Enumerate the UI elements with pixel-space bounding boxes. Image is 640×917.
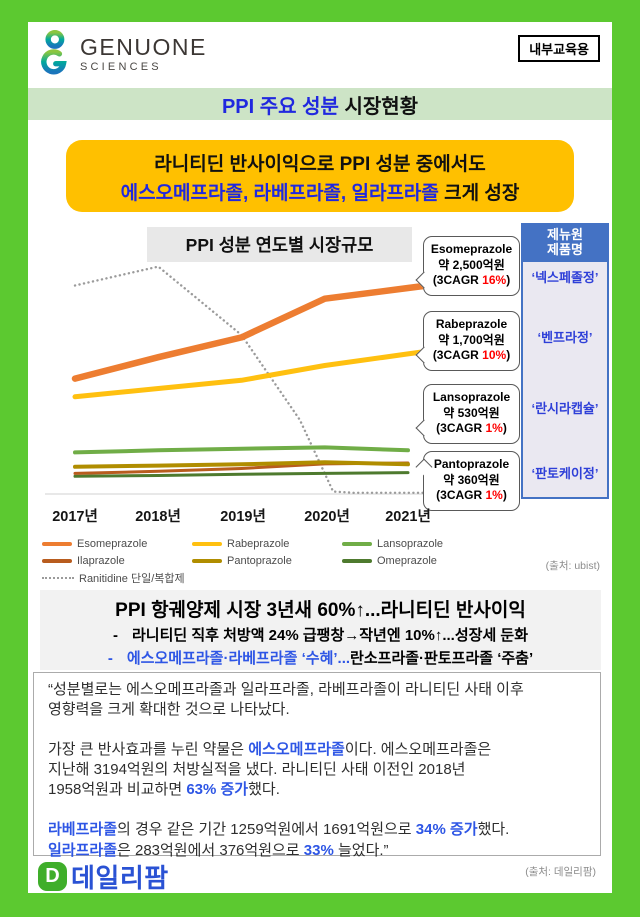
banner-line1: 라니티딘 반사이익으로 PPI 성분 중에서도 — [154, 154, 486, 175]
legend-label: Rabeprazole — [227, 538, 290, 550]
x-axis-label-2018: 2018년 — [135, 509, 181, 525]
callout-esomeprazole: Esomeprazole 약 2,500억원 (3CAGR 16%) — [415, 236, 520, 296]
article-paragraph-3: 라베프라졸의 경우 같은 기간 1259억원에서 1691억원으로 34% 증가… — [48, 821, 510, 859]
article-paragraph-2: 가장 큰 반사효과를 누린 약물은 에스오메프라졸이다. 에스오메프라졸은 지난… — [48, 741, 492, 799]
dailypharm-logo-text: 데일리팜 — [71, 863, 169, 893]
headline-bullet-2: - 에스오메프라졸·라베프라졸 ‘수혜’...란소프라졸·판토프라졸 ‘주춤’ — [107, 650, 534, 667]
x-axis-label-2021: 2021년 — [385, 509, 431, 525]
series-line-Ranitidine 단일/복합제 — [73, 265, 455, 494]
legend-item-ilaprazole: Ilaprazole — [42, 554, 125, 568]
headline-title: PPI 항궤양제 시장 3년새 60%↑...라니티딘 반사이익 — [115, 600, 526, 621]
legend-swatch-icon — [42, 542, 72, 546]
legend-swatch-icon — [42, 559, 72, 563]
series-line-Omeprazole — [73, 471, 410, 478]
legend-swatch-icon — [42, 577, 74, 579]
genuone-logo-text: GENUONE — [80, 34, 207, 60]
internal-use-badge: 내부교육용 — [518, 35, 600, 62]
legend-swatch-icon — [192, 542, 222, 546]
genuone-logo-mark-icon — [36, 28, 72, 81]
market-chart-svg — [45, 265, 462, 495]
legend-item-pantoprazole: Pantoprazole — [192, 554, 292, 568]
callout-pantoprazole: Pantoprazole 약 360억원 (3CAGR 1%) — [415, 451, 520, 511]
callout-lansoprazole: Lansoprazole 약 530억원 (3CAGR 1%) — [415, 384, 520, 444]
article-paragraph-1: “성분별로는 에스오메프라졸과 일라프라졸, 라베프라졸이 라니티딘 사태 이후… — [48, 681, 524, 719]
genuone-logo: GENUONE SCIENCES — [36, 28, 207, 81]
article-quote-box: “성분별로는 에스오메프라졸과 일라프라졸, 라베프라졸이 라니티딘 사태 이후… — [33, 672, 601, 859]
legend-item-lansoprazole: Lansoprazole — [342, 537, 443, 551]
legend-label: Omeprazole — [377, 555, 437, 567]
page-title-rest: 시장현황 — [338, 95, 419, 118]
series-line-Pantoprazole — [73, 460, 410, 469]
legend-swatch-icon — [192, 559, 222, 563]
banner-line2: 에스오메프라졸, 라베프라졸, 일라프라졸 크게 성장 — [120, 182, 520, 204]
headline-bullet-1: - 라니티딘 직후 처방액 24% 급팽창→작년엔 10%↑...성장세 둔화 — [112, 627, 529, 644]
key-message-banner: 라니티딘 반사이익으로 PPI 성분 중에서도 에스오메프라졸, 라베프라졸, … — [66, 140, 574, 212]
product-item-benpra: ‘벤프라정’ — [537, 330, 593, 345]
genuone-logo-subtext: SCIENCES — [80, 61, 162, 73]
series-line-Rabeprazole — [72, 346, 445, 400]
x-axis-label-2020: 2020년 — [304, 509, 350, 525]
chart-legend: Esomeprazole Rabeprazole Lansoprazole Ilapr… — [28, 535, 498, 593]
legend-swatch-icon — [342, 559, 372, 563]
product-panel: 제뉴원 제품명 ‘넥스페졸정’ ‘벤프라정’ ‘란시라캡슐’ ‘판토케이정’ — [521, 223, 609, 499]
legend-item-esomeprazole: Esomeprazole — [42, 537, 147, 551]
page-title-highlight: PPI 주요 성분 — [221, 95, 339, 118]
series-line-Esomeprazole — [71, 280, 446, 382]
dailypharm-logo-mark-icon: D — [38, 862, 67, 891]
x-axis-label-2019: 2019년 — [220, 509, 266, 525]
chart-title: PPI 성분 연도별 시장규모 — [147, 227, 412, 262]
page-title: PPI 주요 성분 시장현황 — [28, 88, 612, 120]
legend-label: Lansoprazole — [377, 538, 444, 550]
legend-item-ranitidine: Ranitidine 단일/복합제 — [42, 571, 185, 585]
legend-label: Esomeprazole — [77, 538, 148, 550]
legend-label: Ranitidine 단일/복합제 — [79, 573, 185, 585]
article-source: (출처: 데일리팜) — [525, 866, 596, 878]
series-line-Lansoprazole — [73, 445, 410, 455]
chart-source: (출처: ubist) — [545, 560, 600, 572]
legend-item-omeprazole: Omeprazole — [342, 554, 437, 568]
product-item-nexpezol: ‘넥스페졸정’ — [531, 270, 599, 285]
callout-rabeprazole: Rabeprazole 약 1,700억원 (3CAGR 10%) — [415, 311, 520, 371]
product-item-pantokay: ‘판토케이정’ — [531, 466, 599, 481]
headline-box: PPI 항궤양제 시장 3년새 60%↑...라니티딘 반사이익 - 라니티딘 직… — [40, 590, 601, 670]
x-axis-label-2017: 2017년 — [52, 509, 98, 525]
content-card: GENUONE SCIENCES 내부교육용 PPI 주요 성분 시장현황 라니… — [28, 22, 612, 893]
dailypharm-logo: D 데일리팜 — [38, 858, 169, 895]
legend-swatch-icon — [342, 542, 372, 546]
legend-label: Pantoprazole — [227, 555, 292, 567]
product-panel-header: 제뉴원 제품명 — [523, 225, 607, 262]
legend-item-rabeprazole: Rabeprazole — [192, 537, 289, 551]
product-item-lancira: ‘란시라캡슐’ — [531, 401, 599, 416]
legend-label: Ilaprazole — [77, 555, 125, 567]
